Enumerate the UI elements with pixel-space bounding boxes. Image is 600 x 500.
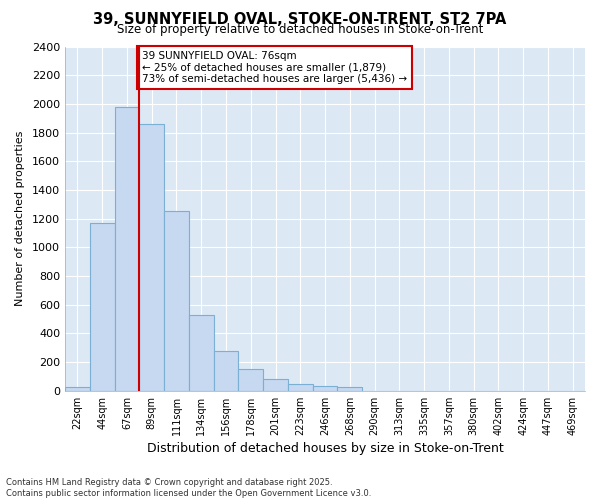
Y-axis label: Number of detached properties: Number of detached properties: [15, 131, 25, 306]
Bar: [214, 352, 238, 391]
Text: 39 SUNNYFIELD OVAL: 76sqm
← 25% of detached houses are smaller (1,879)
73% of se: 39 SUNNYFIELD OVAL: 76sqm ← 25% of detac…: [142, 51, 407, 84]
Text: 39, SUNNYFIELD OVAL, STOKE-ON-TRENT, ST2 7PA: 39, SUNNYFIELD OVAL, STOKE-ON-TRENT, ST2…: [94, 12, 506, 28]
Bar: [164, 212, 189, 391]
X-axis label: Distribution of detached houses by size in Stoke-on-Trent: Distribution of detached houses by size …: [146, 442, 503, 455]
Bar: [189, 316, 214, 391]
Bar: [139, 124, 164, 391]
Text: Contains HM Land Registry data © Crown copyright and database right 2025.
Contai: Contains HM Land Registry data © Crown c…: [6, 478, 371, 498]
Bar: [115, 107, 139, 391]
Bar: [90, 223, 115, 391]
Bar: [288, 384, 313, 391]
Bar: [337, 387, 362, 391]
Bar: [238, 370, 263, 391]
Bar: [313, 386, 337, 391]
Bar: [263, 378, 288, 391]
Text: Size of property relative to detached houses in Stoke-on-Trent: Size of property relative to detached ho…: [117, 22, 483, 36]
Bar: [65, 386, 90, 391]
